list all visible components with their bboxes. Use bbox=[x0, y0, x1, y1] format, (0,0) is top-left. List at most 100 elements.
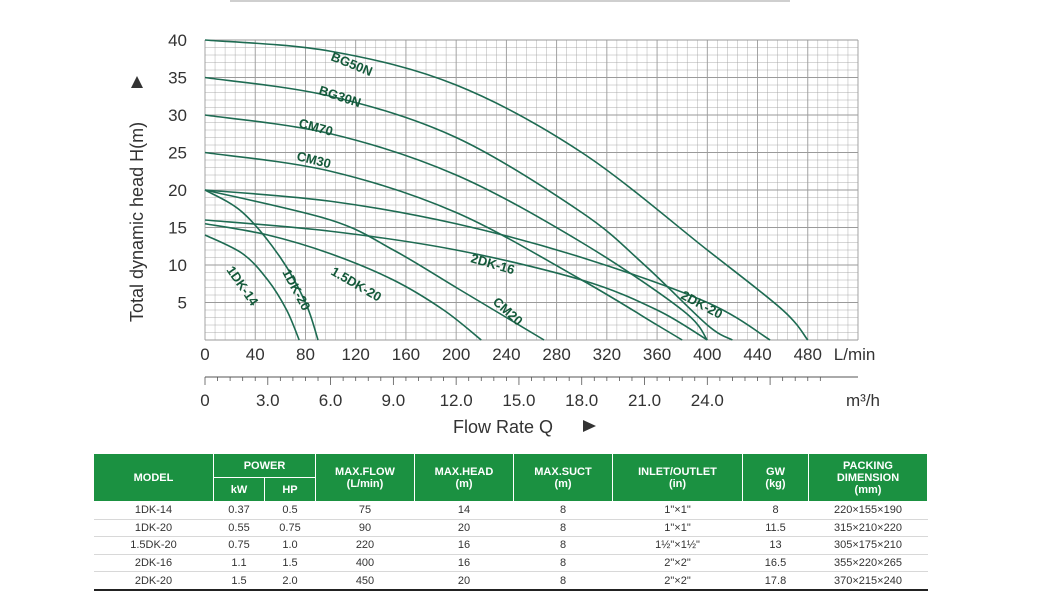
curve-bg30n bbox=[204, 76, 733, 341]
top-divider bbox=[230, 0, 790, 2]
table-cell: 2DK-16 bbox=[93, 554, 214, 573]
header-kw: kW bbox=[213, 477, 265, 502]
table-cell: 355×220×265 bbox=[808, 554, 928, 573]
x-tick-label: 320 bbox=[593, 345, 621, 364]
x2-tick-label: 12.0 bbox=[440, 391, 473, 410]
x2-tick-label: 21.0 bbox=[628, 391, 661, 410]
table-cell: 2.0 bbox=[264, 571, 316, 591]
curve-1-5dk-20 bbox=[204, 222, 482, 341]
y-tick-label: 30 bbox=[168, 106, 187, 125]
header-power: POWER bbox=[213, 453, 316, 478]
x2-tick-label: 18.0 bbox=[565, 391, 598, 410]
curve-cm20 bbox=[204, 189, 545, 341]
x-tick-label: 0 bbox=[200, 345, 209, 364]
chart-grid bbox=[204, 39, 859, 341]
x2-tick-label: 24.0 bbox=[691, 391, 724, 410]
y-tick-label: 25 bbox=[168, 144, 187, 163]
y-tick-label: 10 bbox=[168, 256, 187, 275]
x-axis-arrow-icon bbox=[583, 420, 596, 432]
x2-tick-label: 6.0 bbox=[319, 391, 343, 410]
table-cell: 1.5 bbox=[264, 554, 316, 573]
y-axis-title: Total dynamic head H(m) bbox=[127, 122, 147, 322]
x-tick-label: 440 bbox=[743, 345, 771, 364]
table-cell: 13 bbox=[742, 536, 809, 555]
table-cell: 0.5 bbox=[264, 501, 316, 520]
table-cell: 16 bbox=[414, 554, 514, 573]
table-cell: 220 bbox=[315, 536, 415, 555]
pump-spec-table: MODEL POWER MAX.FLOW (L/min) MAX.HEAD (m) … bbox=[93, 453, 928, 591]
table-cell: 8 bbox=[513, 501, 613, 520]
table-cell: 0.75 bbox=[264, 519, 316, 538]
table-cell: 450 bbox=[315, 571, 415, 591]
x-tick-label: 240 bbox=[492, 345, 520, 364]
y-axis-arrow-icon bbox=[131, 76, 143, 88]
header-model: MODEL bbox=[93, 453, 214, 502]
x-axis-title: Flow Rate Q bbox=[453, 417, 553, 437]
curve-2dk-16 bbox=[204, 219, 708, 341]
table-cell: 1.5 bbox=[213, 571, 265, 591]
table-cell: 305×175×210 bbox=[808, 536, 928, 555]
x2-tick-label: 9.0 bbox=[382, 391, 406, 410]
table-cell: 8 bbox=[742, 501, 809, 520]
table-cell: 2DK-20 bbox=[93, 571, 214, 591]
y-tick-label: 15 bbox=[168, 219, 187, 238]
curve-bg50n bbox=[204, 39, 809, 341]
x-tick-label: 160 bbox=[392, 345, 420, 364]
table-cell: 16 bbox=[414, 536, 514, 555]
performance-curves bbox=[204, 39, 809, 341]
table-cell: 1"×1" bbox=[612, 501, 743, 520]
x-tick-label: 280 bbox=[542, 345, 570, 364]
table-cell: 75 bbox=[315, 501, 415, 520]
table-cell: 20 bbox=[414, 519, 514, 538]
table-cell: 8 bbox=[513, 536, 613, 555]
table-cell: 1"×1" bbox=[612, 519, 743, 538]
table-cell: 11.5 bbox=[742, 519, 809, 538]
x2-tick-label: 0 bbox=[200, 391, 209, 410]
x-tick-label: 40 bbox=[246, 345, 265, 364]
table-row: 1DK-20 0.55 0.75 90 20 8 1"×1" 11.5 315×210×220 bbox=[93, 519, 928, 538]
header-max-head: MAX.HEAD (m) bbox=[414, 453, 514, 502]
table-cell: 8 bbox=[513, 554, 613, 573]
x-unit-label: L/min bbox=[834, 345, 876, 364]
table-cell: 1.1 bbox=[213, 554, 265, 573]
pump-performance-chart: BG50NBG30NCM70CM302DK-162DK-20CM201.5DK-… bbox=[127, 31, 880, 437]
x-tick-label: 120 bbox=[342, 345, 370, 364]
curve-1dk-20 bbox=[204, 189, 319, 341]
table-cell: 1DK-20 bbox=[93, 519, 214, 538]
table-cell: 20 bbox=[414, 571, 514, 591]
header-gw: GW (kg) bbox=[742, 453, 809, 502]
table-cell: 315×210×220 bbox=[808, 519, 928, 538]
table-row: 1DK-14 0.37 0.5 75 14 8 1"×1" 8 220×155×190 bbox=[93, 501, 928, 520]
table-cell: 2"×2" bbox=[612, 571, 743, 591]
x-tick-label: 400 bbox=[693, 345, 721, 364]
y-tick-label: 5 bbox=[178, 294, 187, 313]
table-cell: 1.5DK-20 bbox=[93, 536, 214, 555]
curve-2dk-20 bbox=[204, 189, 771, 341]
curve-label-cm70: CM70 bbox=[297, 115, 334, 138]
y-tick-label: 35 bbox=[168, 69, 187, 88]
table-row: 2DK-16 1.1 1.5 400 16 8 2"×2" 16.5 355×220×265 bbox=[93, 554, 928, 573]
table-cell: 0.75 bbox=[213, 536, 265, 555]
table-cell: 370×215×240 bbox=[808, 571, 928, 591]
table-cell: 17.8 bbox=[742, 571, 809, 591]
table-cell: 8 bbox=[513, 571, 613, 591]
y-tick-label: 20 bbox=[168, 181, 187, 200]
table-cell: 2"×2" bbox=[612, 554, 743, 573]
table-cell: 400 bbox=[315, 554, 415, 573]
table-cell: 220×155×190 bbox=[808, 501, 928, 520]
table-cell: 90 bbox=[315, 519, 415, 538]
header-inlet-outlet: INLET/OUTLET (in) bbox=[612, 453, 743, 502]
curve-1dk-14 bbox=[204, 234, 300, 341]
x-tick-label: 200 bbox=[442, 345, 470, 364]
table-cell: 14 bbox=[414, 501, 514, 520]
x2-tick-label: 3.0 bbox=[256, 391, 280, 410]
y-tick-label: 40 bbox=[168, 31, 187, 50]
x-tick-label: 80 bbox=[296, 345, 315, 364]
table-cell: 16.5 bbox=[742, 554, 809, 573]
x-tick-label: 480 bbox=[794, 345, 822, 364]
header-max-suct: MAX.SUCT (m) bbox=[513, 453, 613, 502]
table-cell: 0.37 bbox=[213, 501, 265, 520]
x2-tick-label: 15.0 bbox=[502, 391, 535, 410]
x2-unit-label: m³/h bbox=[846, 391, 880, 410]
